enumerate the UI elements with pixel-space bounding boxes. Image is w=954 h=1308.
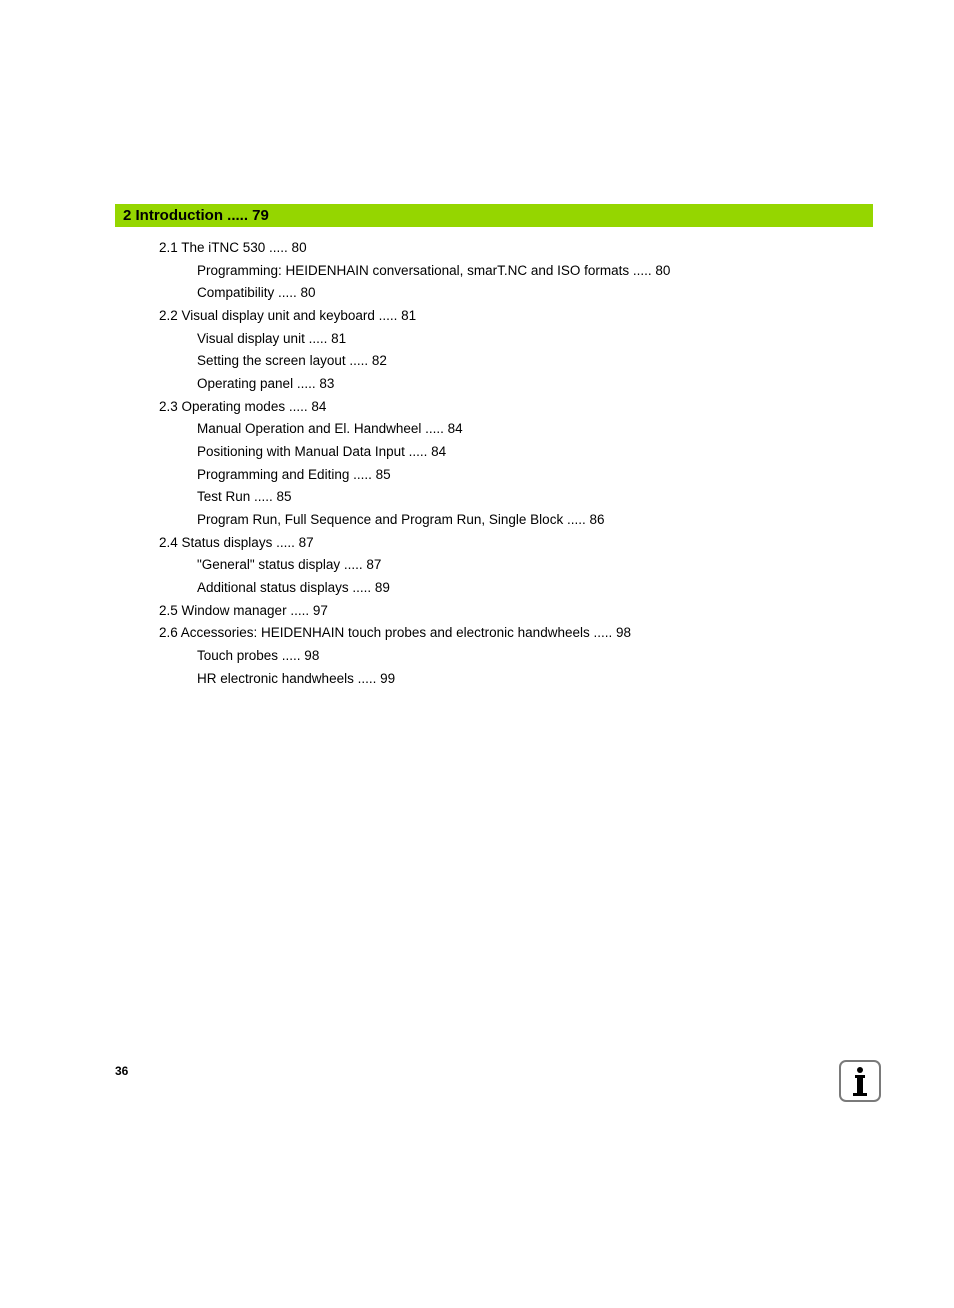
toc-subsection: Visual display unit ..... 81 — [115, 328, 873, 351]
toc-subsection: Test Run ..... 85 — [115, 486, 873, 509]
toc-subsection: Positioning with Manual Data Input .....… — [115, 441, 873, 464]
toc-subsection: Touch probes ..... 98 — [115, 645, 873, 668]
toc-section: 2.1 The iTNC 530 ..... 80 — [115, 237, 873, 260]
toc-section: 2.4 Status displays ..... 87 — [115, 532, 873, 555]
info-stem — [857, 1077, 863, 1093]
toc-list: 2.1 The iTNC 530 ..... 80 Programming: H… — [115, 237, 873, 690]
info-dot — [857, 1067, 863, 1073]
info-icon — [839, 1060, 881, 1102]
toc-subsection: HR electronic handwheels ..... 99 — [115, 668, 873, 691]
toc-subsection: Programming and Editing ..... 85 — [115, 464, 873, 487]
toc-section: 2.5 Window manager ..... 97 — [115, 600, 873, 623]
toc-subsection: Programming: HEIDENHAIN conversational, … — [115, 260, 873, 283]
toc-subsection: Additional status displays ..... 89 — [115, 577, 873, 600]
toc-subsection: "General" status display ..... 87 — [115, 554, 873, 577]
toc-subsection: Manual Operation and El. Handwheel .....… — [115, 418, 873, 441]
toc-subsection: Setting the screen layout ..... 82 — [115, 350, 873, 373]
chapter-header: 2 Introduction ..... 79 — [115, 204, 873, 227]
toc-section: 2.3 Operating modes ..... 84 — [115, 396, 873, 419]
toc-section: 2.6 Accessories: HEIDENHAIN touch probes… — [115, 622, 873, 645]
toc-subsection: Program Run, Full Sequence and Program R… — [115, 509, 873, 532]
toc-subsection: Compatibility ..... 80 — [115, 282, 873, 305]
page-number: 36 — [115, 1064, 128, 1078]
toc-section: 2.2 Visual display unit and keyboard ...… — [115, 305, 873, 328]
toc-subsection: Operating panel ..... 83 — [115, 373, 873, 396]
page-content: 2 Introduction ..... 79 2.1 The iTNC 530… — [115, 204, 873, 690]
info-base — [853, 1093, 867, 1096]
info-glyph — [853, 1067, 867, 1096]
